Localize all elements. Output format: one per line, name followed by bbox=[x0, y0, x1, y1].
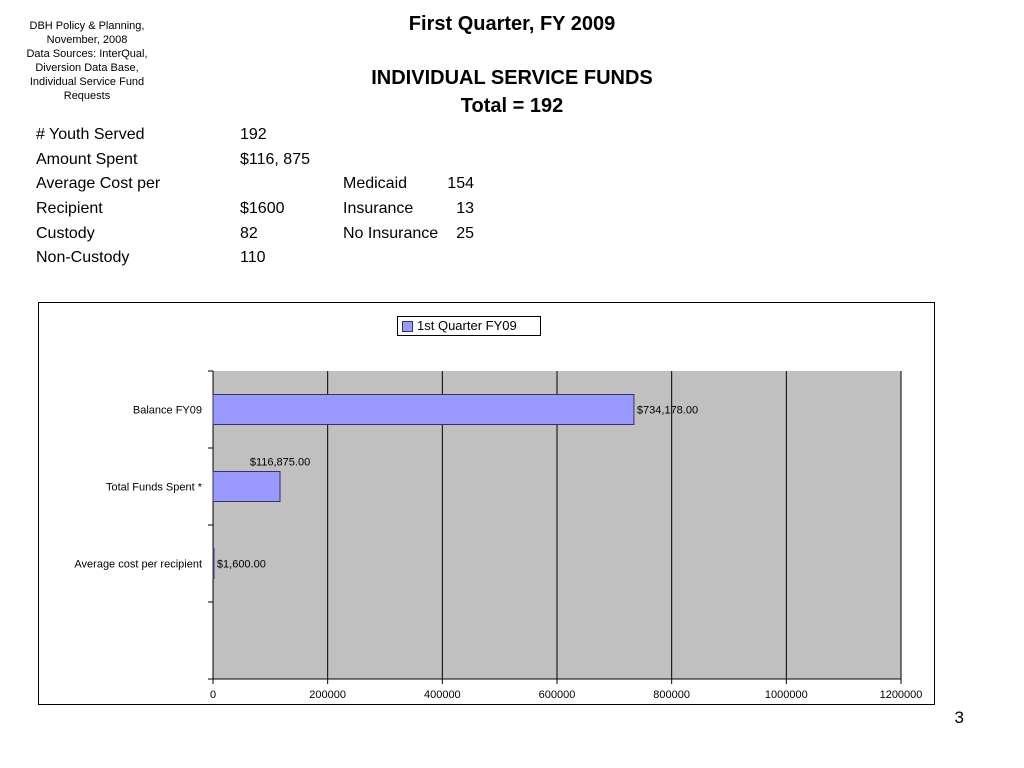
bar bbox=[212, 471, 281, 502]
summary-value: 82 bbox=[240, 225, 258, 242]
summary-label: Amount Spent bbox=[36, 151, 138, 168]
insurance-label: Insurance bbox=[343, 200, 414, 217]
summary-label: Non-Custody bbox=[36, 249, 130, 266]
category-label: Average cost per recipient bbox=[74, 559, 202, 571]
x-tick-label: 1200000 bbox=[880, 689, 923, 701]
chart-legend: 1st Quarter FY09 bbox=[397, 316, 541, 336]
x-tick-label: 800000 bbox=[653, 689, 690, 701]
insurance-value: 13 bbox=[456, 200, 474, 217]
summary-row: # Youth Served 192 bbox=[0, 125, 520, 145]
summary-row: Recipient $1600 Insurance 13 bbox=[0, 199, 520, 219]
source-note-line: Requests bbox=[63, 90, 111, 102]
summary-value: 192 bbox=[240, 126, 267, 143]
summary-row: Amount Spent $116, 875 bbox=[0, 150, 520, 170]
insurance-label: Medicaid bbox=[343, 175, 408, 192]
chart-container: 0 200000 400000 600000 800000 1000000 1200000 B… bbox=[38, 302, 935, 705]
x-tick-label: 1000000 bbox=[765, 689, 808, 701]
summary-row: Custody 82 No Insurance 25 bbox=[0, 224, 520, 244]
bar bbox=[212, 548, 215, 579]
summary-value: $116, 875 bbox=[240, 151, 310, 168]
source-note-line: Individual Service Fund bbox=[29, 76, 145, 88]
legend-swatch bbox=[402, 321, 413, 332]
summary-label: Average Cost per bbox=[36, 175, 161, 192]
summary-label: Recipient bbox=[36, 200, 103, 217]
source-note: DBH Policy & Planning, November, 2008 Da… bbox=[14, 19, 160, 103]
x-tick-label: 600000 bbox=[539, 689, 576, 701]
summary-row: Non-Custody 110 bbox=[0, 248, 520, 268]
bar bbox=[212, 394, 635, 425]
category-label: Total Funds Spent * bbox=[106, 482, 203, 494]
source-note-line: November, 2008 bbox=[46, 34, 128, 46]
insurance-value: 25 bbox=[456, 225, 474, 242]
insurance-value: 154 bbox=[447, 175, 474, 192]
bar-chart: 0 200000 400000 600000 800000 1000000 1200000 B… bbox=[74, 370, 923, 701]
data-label: $1,600.00 bbox=[217, 559, 266, 571]
summary-value: $1600 bbox=[240, 200, 285, 217]
summary-label: Custody bbox=[36, 225, 95, 242]
source-note-line: Data Sources: InterQual, bbox=[26, 48, 148, 60]
slide-subtitle: INDIVIDUAL SERVICE FUNDS bbox=[371, 67, 653, 89]
total-label: Total = 192 bbox=[460, 95, 564, 117]
insurance-label: No Insurance bbox=[343, 225, 439, 242]
page-number: 3 bbox=[954, 708, 964, 727]
data-label: $734,178.00 bbox=[637, 405, 698, 417]
summary-value: 110 bbox=[240, 249, 266, 266]
data-label: $116,875.00 bbox=[250, 457, 310, 469]
summary-row: Average Cost per Medicaid 154 bbox=[0, 174, 520, 194]
source-note-line: DBH Policy & Planning, bbox=[29, 20, 145, 32]
summary-label: # Youth Served bbox=[36, 126, 145, 143]
x-tick-label: 200000 bbox=[309, 689, 346, 701]
x-tick-label: 0 bbox=[210, 689, 216, 701]
legend-label: 1st Quarter FY09 bbox=[417, 318, 517, 333]
x-tick-label: 400000 bbox=[424, 689, 461, 701]
source-note-line: Diversion Data Base, bbox=[35, 62, 139, 74]
slide-title: First Quarter, FY 2009 bbox=[408, 13, 616, 35]
category-label: Balance FY09 bbox=[133, 405, 202, 417]
